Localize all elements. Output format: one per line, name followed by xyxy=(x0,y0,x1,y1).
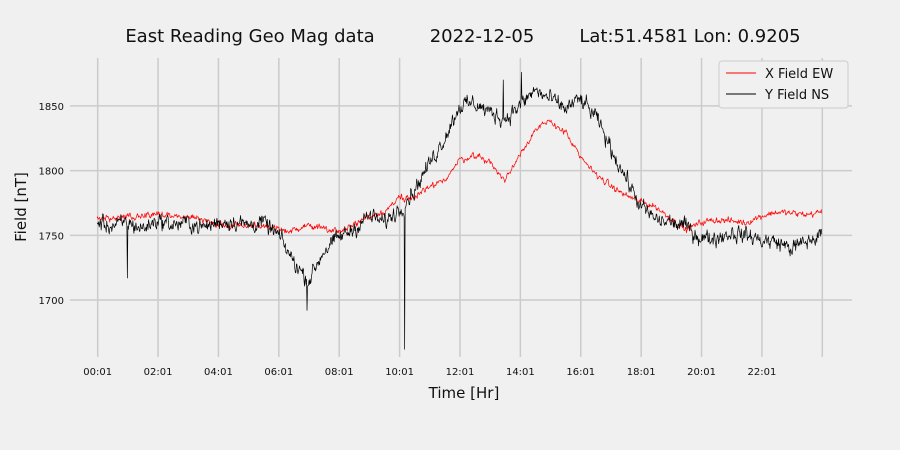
x-tick-label: 18:01 xyxy=(627,367,656,378)
series-layer xyxy=(96,71,823,350)
chart-title-date: 2022-12-05 xyxy=(430,26,535,47)
x-tick-label: 04:01 xyxy=(204,367,233,378)
x-tick-label: 06:01 xyxy=(264,367,293,378)
x-tick-label: 10:01 xyxy=(385,367,414,378)
x-field-ew-line xyxy=(96,119,823,234)
x-tick-label: 12:01 xyxy=(446,367,475,378)
x-tick-labels: 00:01 02:01 04:01 06:01 08:01 10:01 12:01 14:01… xyxy=(83,367,776,378)
x-tick-label: 22:01 xyxy=(748,367,777,378)
y-axis-label: Field [nT] xyxy=(12,172,30,242)
y-tick-label: 1700 xyxy=(39,296,64,307)
y-tick-label: 1800 xyxy=(39,167,64,178)
y-tick-label: 1850 xyxy=(39,102,64,113)
x-tick-label: 08:01 xyxy=(325,367,354,378)
y-tick-labels: 1700 1750 1800 1850 xyxy=(39,102,64,307)
x-tick-label: 16:01 xyxy=(566,367,595,378)
y-field-ns-line xyxy=(96,71,823,350)
x-axis-label: Time [Hr] xyxy=(428,384,500,402)
x-tick-label: 00:01 xyxy=(83,367,112,378)
chart-title-main: East Reading Geo Mag data xyxy=(125,26,374,47)
x-tick-label: 20:01 xyxy=(687,367,716,378)
y-tick-label: 1750 xyxy=(39,231,64,242)
legend-label-y-field: Y Field NS xyxy=(764,88,829,103)
chart-title-location: Lat:51.4581 Lon: 0.9205 xyxy=(579,26,800,47)
x-tick-label: 02:01 xyxy=(144,367,173,378)
x-tick-label: 14:01 xyxy=(506,367,535,378)
legend: X Field EW Y Field NS xyxy=(718,60,849,109)
legend-label-x-field: X Field EW xyxy=(765,67,833,82)
